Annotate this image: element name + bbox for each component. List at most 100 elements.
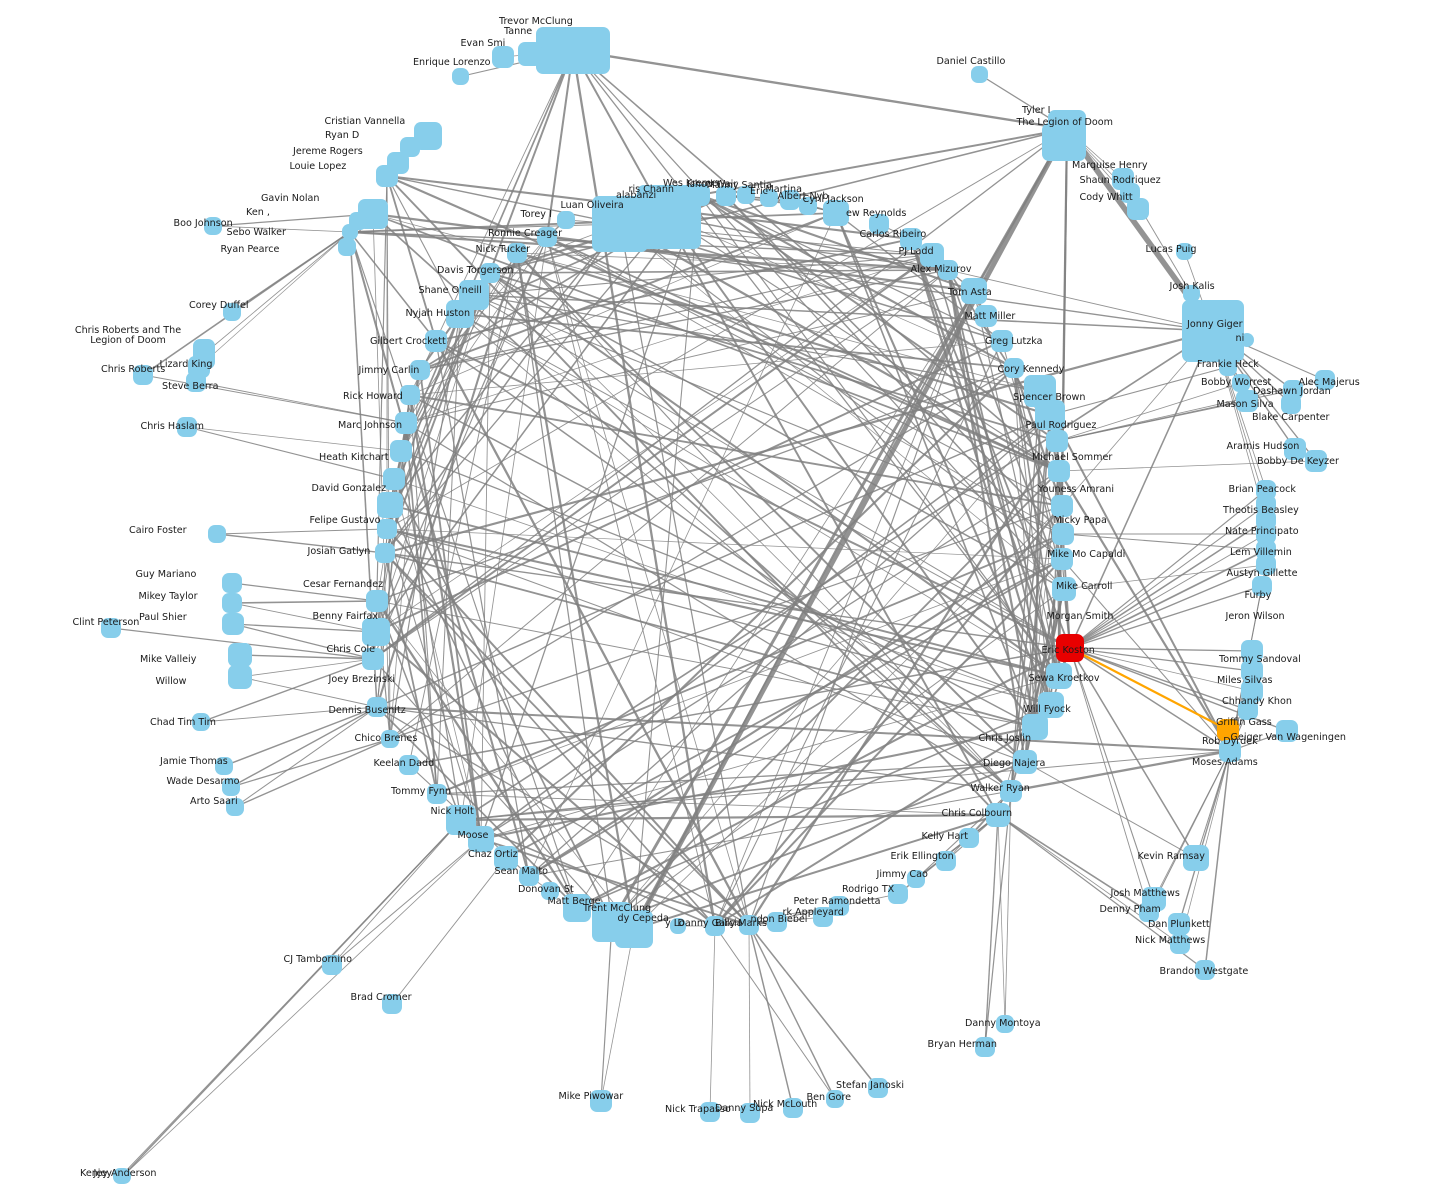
graph-node[interactable] <box>688 184 710 206</box>
graph-node[interactable] <box>362 648 384 670</box>
graph-node[interactable] <box>1056 634 1084 662</box>
graph-node[interactable] <box>1217 719 1239 741</box>
graph-node[interactable] <box>1241 640 1263 662</box>
graph-node[interactable] <box>767 912 787 932</box>
graph-node[interactable] <box>518 42 542 66</box>
graph-node[interactable] <box>615 910 653 948</box>
graph-node[interactable] <box>961 278 987 304</box>
graph-node[interactable] <box>1170 934 1190 954</box>
graph-node[interactable] <box>1048 460 1070 482</box>
graph-node[interactable] <box>494 846 518 870</box>
graph-node[interactable] <box>425 330 447 352</box>
graph-node[interactable] <box>959 828 979 848</box>
graph-node[interactable] <box>938 260 958 280</box>
graph-node[interactable] <box>900 228 922 250</box>
graph-node[interactable] <box>829 896 849 916</box>
graph-node[interactable] <box>410 360 430 380</box>
graph-node[interactable] <box>377 519 397 539</box>
graph-node[interactable] <box>390 440 412 462</box>
graph-node[interactable] <box>377 492 403 518</box>
graph-node[interactable] <box>869 214 889 234</box>
graph-node[interactable] <box>222 593 242 613</box>
graph-node[interactable] <box>991 330 1013 352</box>
graph-node[interactable] <box>1183 285 1200 302</box>
graph-node[interactable] <box>1240 333 1254 347</box>
graph-node[interactable] <box>115 1168 131 1184</box>
graph-node[interactable] <box>1035 400 1065 430</box>
graph-node[interactable] <box>1219 740 1241 762</box>
graph-node[interactable] <box>342 224 358 240</box>
graph-node[interactable] <box>716 186 736 206</box>
graph-node[interactable] <box>739 915 759 935</box>
graph-node[interactable] <box>740 1103 760 1123</box>
graph-node[interactable] <box>936 851 956 871</box>
graph-node[interactable] <box>399 755 419 775</box>
graph-node[interactable] <box>1046 430 1068 452</box>
graph-node[interactable] <box>1052 577 1076 601</box>
graph-node[interactable] <box>395 412 417 434</box>
graph-node[interactable] <box>452 68 469 85</box>
graph-node[interactable] <box>826 1090 844 1108</box>
graph-node[interactable] <box>888 884 908 904</box>
graph-node[interactable] <box>536 27 610 74</box>
graph-node[interactable] <box>670 918 686 934</box>
graph-node[interactable] <box>1038 692 1064 718</box>
graph-node[interactable] <box>996 1015 1014 1033</box>
graph-node[interactable] <box>215 757 233 775</box>
graph-node[interactable] <box>507 243 527 263</box>
graph-node[interactable] <box>1276 720 1298 742</box>
graph-node[interactable] <box>1232 374 1250 392</box>
graph-node[interactable] <box>480 263 500 283</box>
graph-node[interactable] <box>133 365 153 385</box>
graph-node[interactable] <box>362 618 390 646</box>
graph-node[interactable] <box>1305 450 1327 472</box>
graph-node[interactable] <box>338 238 356 256</box>
graph-node[interactable] <box>222 778 240 796</box>
graph-node[interactable] <box>1252 576 1272 596</box>
graph-node[interactable] <box>1236 390 1258 412</box>
graph-node[interactable] <box>1013 750 1037 774</box>
graph-node[interactable] <box>705 916 725 936</box>
graph-node[interactable] <box>799 197 817 215</box>
graph-node[interactable] <box>427 784 447 804</box>
graph-node[interactable] <box>228 643 252 667</box>
graph-node[interactable] <box>1004 358 1024 378</box>
graph-node[interactable] <box>222 613 244 635</box>
graph-node[interactable] <box>783 1098 803 1118</box>
graph-node[interactable] <box>367 697 387 717</box>
graph-node[interactable] <box>1046 663 1072 689</box>
graph-node[interactable] <box>383 468 405 490</box>
graph-node[interactable] <box>975 1037 995 1057</box>
graph-node[interactable] <box>446 300 474 328</box>
graph-node[interactable] <box>222 573 242 593</box>
graph-node[interactable] <box>1051 495 1073 517</box>
graph-node[interactable] <box>813 907 833 927</box>
graph-node[interactable] <box>1241 680 1263 702</box>
graph-node[interactable] <box>1256 555 1276 575</box>
graph-node[interactable] <box>1238 700 1258 720</box>
graph-node[interactable] <box>590 1090 612 1112</box>
graph-node[interactable] <box>1183 845 1209 871</box>
graph-node[interactable] <box>1315 370 1335 390</box>
graph-node[interactable] <box>192 713 210 731</box>
graph-node[interactable] <box>204 217 222 235</box>
graph-node[interactable] <box>1182 300 1244 362</box>
graph-node[interactable] <box>226 798 244 816</box>
graph-node[interactable] <box>223 303 241 321</box>
graph-node[interactable] <box>381 730 399 748</box>
graph-node[interactable] <box>1195 960 1215 980</box>
graph-node[interactable] <box>376 165 398 187</box>
graph-node[interactable] <box>492 46 514 68</box>
graph-node[interactable] <box>986 803 1010 827</box>
graph-node[interactable] <box>907 870 925 888</box>
graph-node[interactable] <box>382 994 402 1014</box>
graph-node[interactable] <box>186 372 206 392</box>
graph-node[interactable] <box>1168 913 1190 935</box>
graph-node[interactable] <box>366 590 388 612</box>
graph-node[interactable] <box>823 200 849 226</box>
graph-node[interactable] <box>1281 394 1301 414</box>
graph-node[interactable] <box>760 189 778 207</box>
graph-node[interactable] <box>1284 438 1306 460</box>
graph-node[interactable] <box>780 190 800 210</box>
